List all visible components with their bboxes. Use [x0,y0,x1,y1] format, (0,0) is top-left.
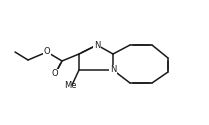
Text: N: N [110,66,116,74]
Text: N: N [94,40,100,50]
Text: O: O [44,48,50,56]
Text: O: O [52,70,58,78]
Text: Me: Me [64,80,76,90]
